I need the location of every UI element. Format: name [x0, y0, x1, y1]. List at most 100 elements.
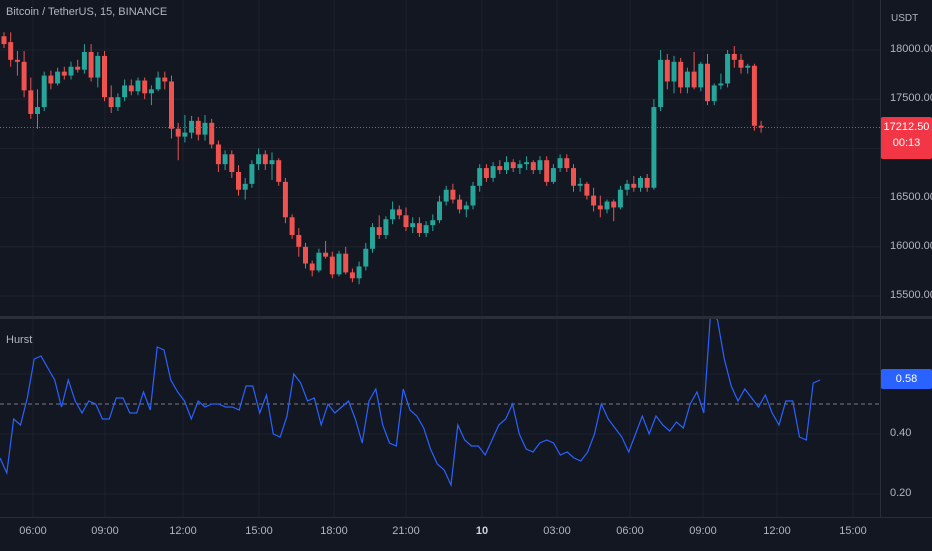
price-tick-label: 18000.00 — [890, 43, 932, 55]
candle-body — [443, 189, 449, 202]
candle-body — [691, 71, 697, 88]
candle-body — [256, 154, 262, 165]
candle-body — [725, 53, 731, 84]
candle-body — [758, 125, 764, 128]
candle-body — [483, 168, 489, 178]
candle-body — [591, 195, 597, 206]
candle-body — [611, 201, 617, 208]
time-tick-label: 15:00 — [839, 525, 867, 537]
price-axis[interactable] — [880, 0, 932, 517]
candle-body — [202, 122, 208, 135]
candle-body — [711, 85, 717, 102]
candle-body — [303, 246, 308, 264]
candle-body — [215, 144, 221, 165]
candle-body — [336, 253, 342, 275]
time-tick-label: 06:00 — [19, 525, 47, 537]
candle-body — [370, 227, 375, 249]
hurst-line-chart[interactable] — [0, 319, 880, 517]
time-tick-label: 06:00 — [616, 525, 644, 537]
candlestick-chart[interactable] — [0, 0, 880, 316]
candle-body — [450, 189, 456, 200]
candle-body — [309, 263, 315, 271]
candle-body — [269, 160, 275, 165]
candle-body — [95, 55, 101, 78]
candle-body — [363, 248, 369, 267]
candle-body — [242, 183, 248, 190]
hurst-tick-label: 0.40 — [890, 427, 912, 439]
candle-body — [410, 223, 416, 228]
bar-countdown: 00:13 — [892, 137, 921, 149]
candle-body — [631, 183, 637, 188]
symbol-legend[interactable]: Bitcoin / TetherUS, 15, BINANCE — [6, 6, 168, 18]
time-tick-label: 03:00 — [543, 525, 571, 537]
candle-body — [463, 205, 469, 210]
hurst-value-tag: 0.58 — [881, 369, 932, 389]
candle-body — [510, 162, 516, 169]
candle-body — [88, 51, 94, 78]
candle-body — [430, 220, 436, 226]
candle-body — [644, 177, 650, 188]
candle-body — [698, 63, 704, 88]
time-tick-label: 18:00 — [320, 525, 348, 537]
hurst-tick-label: 0.20 — [890, 487, 912, 499]
indicator-legend[interactable]: Hurst — [6, 334, 33, 346]
pane-divider[interactable] — [0, 316, 932, 319]
candle-body — [457, 199, 463, 210]
candle-body — [577, 183, 583, 186]
candle-body — [584, 183, 590, 196]
candle-body — [175, 128, 181, 137]
time-tick-label: 12:00 — [169, 525, 197, 537]
candle-body — [571, 168, 576, 186]
candle-body — [21, 61, 27, 91]
candle-body — [544, 160, 550, 182]
candle-body — [182, 132, 188, 137]
price-tick-label: 16500.00 — [890, 190, 932, 203]
candle-body — [738, 59, 744, 68]
time-tick-label: 09:00 — [91, 525, 119, 537]
candle-body — [617, 189, 623, 208]
candle-body — [504, 162, 509, 171]
candle-body — [276, 160, 282, 182]
price-pane[interactable]: Bitcoin / TetherUS, 15, BINANCE — [0, 0, 880, 316]
candle-body — [658, 59, 664, 108]
candle-body — [169, 81, 174, 129]
candle-body — [664, 59, 670, 82]
candle-body — [731, 53, 737, 60]
candle-body — [390, 209, 396, 220]
candle-body — [597, 205, 603, 210]
candle-body — [249, 164, 255, 184]
candle-body — [209, 122, 215, 145]
candle-body — [383, 219, 389, 235]
time-axis[interactable] — [0, 517, 932, 551]
candle-body — [189, 120, 195, 133]
candle-body — [8, 42, 14, 60]
candle-body — [517, 164, 523, 169]
candle-body — [148, 89, 154, 94]
candle-body — [135, 80, 141, 92]
candle-body — [122, 85, 128, 98]
hurst-pane[interactable]: Hurst — [0, 319, 880, 517]
last-price-value: 17212.50 — [883, 121, 930, 133]
price-tick-label: 16000.00 — [890, 239, 932, 252]
candle-body — [537, 160, 543, 171]
candle-body — [229, 154, 235, 173]
candle-body — [497, 166, 503, 171]
candle-body — [604, 201, 610, 210]
candle-body — [638, 177, 643, 188]
candle-body — [108, 97, 114, 108]
candle-body — [28, 90, 34, 114]
candle-body — [745, 65, 751, 68]
candle-body — [282, 181, 288, 218]
candle-body — [564, 158, 570, 169]
candle-body — [751, 65, 757, 126]
candle-body — [530, 162, 536, 171]
candle-body — [142, 80, 148, 94]
candle-body — [477, 168, 483, 186]
candle-body — [75, 66, 81, 70]
candle-body — [115, 97, 121, 108]
candle-body — [162, 77, 168, 82]
candle-body — [423, 225, 429, 234]
last-price-tag: 17212.50 00:13 — [881, 117, 932, 159]
candle-body — [671, 61, 677, 82]
candle-body — [356, 266, 362, 279]
